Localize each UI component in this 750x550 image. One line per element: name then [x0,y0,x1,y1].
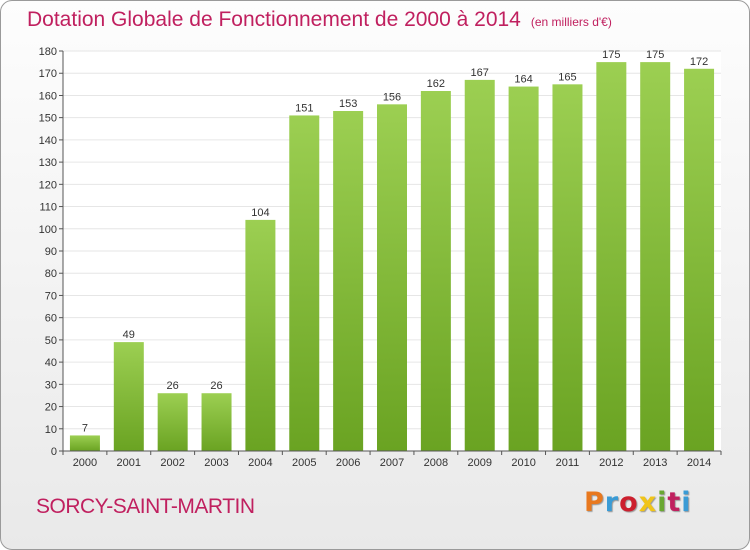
y-tick-label: 60 [45,313,57,325]
x-tick-label: 2005 [292,457,316,469]
bar [508,86,539,452]
bar [157,393,188,451]
bar [245,219,276,451]
x-tick-label: 2003 [204,457,228,469]
y-tick-label: 10 [45,424,57,436]
x-tick-label: 2008 [424,457,448,469]
y-tick-label: 180 [39,46,57,58]
y-tick-label: 160 [39,90,57,102]
bar-value-label: 162 [427,78,445,90]
bar-value-label: 26 [167,380,179,392]
bar [333,111,364,451]
commune-name: SORCY-SAINT-MARTIN [36,495,255,518]
x-tick-label: 2012 [599,457,623,469]
bar-value-label: 165 [558,71,576,83]
y-tick-label: 70 [45,290,57,302]
logo-letter: t [667,487,682,518]
y-tick-label: 50 [45,335,57,347]
y-tick-label: 80 [45,268,57,280]
bar [464,79,495,451]
logo-letter: o [619,487,639,518]
bar-value-label: 104 [251,207,269,219]
bar [201,393,232,451]
y-tick-label: 170 [39,68,57,80]
x-tick-label: 2002 [160,457,184,469]
y-tick-label: 100 [39,224,57,236]
y-tick-label: 110 [39,202,57,214]
bar [113,342,144,451]
bar [596,62,627,451]
logo-letter: i [681,487,692,518]
x-tick-label: 2013 [643,457,667,469]
x-tick-label: 2000 [73,457,97,469]
logo-letter: P [584,487,605,518]
y-tick-label: 0 [51,446,57,458]
x-tick-label: 2014 [687,457,711,469]
bar [289,115,320,451]
bar-value-label: 7 [82,422,88,434]
bar [377,104,407,451]
bar-value-label: 26 [210,380,222,392]
bar-value-label: 164 [514,74,532,86]
logo-letter: i [657,487,668,518]
chart-title: Dotation Globale de Fonctionnement de 20… [27,8,612,32]
bar [420,91,451,451]
y-tick-label: 20 [45,402,57,414]
y-tick-label: 90 [45,246,57,258]
y-tick-label: 150 [39,113,57,125]
logo-letter: r [604,487,620,518]
bar [640,62,671,451]
bar [552,84,583,451]
title-text: Dotation Globale de Fonctionnement de 20… [27,8,521,31]
bar-value-label: 151 [295,102,313,114]
bar-value-label: 49 [123,329,135,341]
unit-label: (en milliers d'€) [530,15,612,29]
y-tick-label: 130 [39,157,57,169]
x-tick-label: 2004 [248,457,272,469]
x-tick-label: 2009 [467,457,491,469]
bar [684,68,715,452]
y-tick-label: 120 [39,179,57,191]
bar-value-label: 167 [471,67,489,79]
bar-value-label: 175 [602,49,620,61]
x-tick-label: 2001 [117,457,141,469]
x-tick-label: 2011 [556,457,580,469]
y-tick-label: 30 [45,379,57,391]
x-tick-label: 2010 [511,457,535,469]
bar-value-label: 172 [690,56,708,68]
logo-letter: x [638,487,658,518]
bar [69,435,100,451]
bar-value-label: 153 [339,98,357,110]
x-tick-label: 2007 [380,457,404,469]
proxiti-logo: Proxiti [584,487,692,518]
bar-value-label: 156 [383,91,401,103]
x-tick-label: 2006 [336,457,360,469]
y-tick-label: 40 [45,357,57,369]
bar-value-label: 175 [646,49,664,61]
y-tick-label: 140 [39,135,57,147]
